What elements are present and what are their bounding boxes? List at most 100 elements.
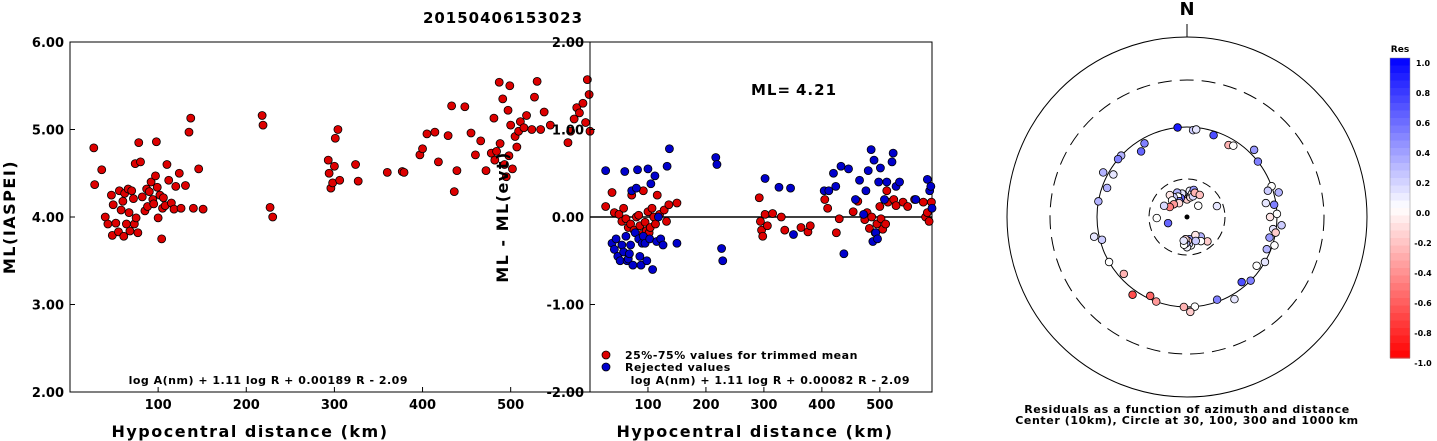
data-point [89,143,99,153]
residual-point [664,200,674,210]
residual-point [926,181,936,191]
polar-center-dot [1184,214,1190,220]
station-residual-point [1277,221,1286,230]
station-residual-point [1195,190,1204,200]
station-residual-point [1179,236,1188,245]
colorbar-cell [1390,193,1410,202]
residual-point [758,231,768,241]
colorbar-cell [1390,140,1410,149]
residual-point [882,177,892,187]
colorbar-tick-label: -1.0 [1414,359,1432,368]
colorbar-cell [1390,238,1410,247]
residual-point [601,166,611,176]
colorbar-cell [1390,275,1410,284]
y-tick-label: 1.00 [552,124,584,139]
station-residual-point [1136,147,1146,156]
data-point [545,120,555,130]
data-point [536,125,546,134]
data-point [131,213,141,223]
data-point [330,133,340,143]
left-y-axis-label: ML(IASPEI) [0,160,19,274]
residual-point [895,177,904,187]
legend-label-rejected: Rejected values [625,361,731,374]
residual-point [875,202,885,211]
colorbar-cell [1390,80,1410,89]
colorbar-cell [1390,125,1410,134]
data-point [119,231,129,241]
data-point [519,123,529,133]
data-point [466,128,476,138]
data-point [460,102,470,112]
station-residual-point [1179,302,1189,312]
residual-point [762,221,772,231]
station-residual-point [1191,125,1201,134]
data-point [324,168,334,178]
residual-point [839,249,849,259]
data-point [418,144,427,154]
data-point [563,138,573,148]
data-point [151,171,160,181]
left-x-axis-label: Hypocentral distance (km) [111,422,388,441]
station-residual-point [1272,209,1282,219]
residual-point [776,212,786,222]
residual-point [786,183,795,193]
residual-point [635,251,645,261]
residual-point [888,148,898,158]
residual-point [903,202,913,211]
data-point [500,160,509,169]
residual-point [874,177,884,187]
y-tick-label: 6.00 [32,36,64,51]
x-tick-label: 200 [233,398,260,413]
colorbar-tick-label: 1.0 [1416,59,1431,68]
data-point [532,76,542,86]
data-point [335,175,345,185]
data-point [504,151,514,161]
polar-caption-line1: Residuals as a function of azimuth and d… [1024,403,1350,416]
colorbar-cell [1390,118,1410,127]
residual-point [756,216,765,226]
data-point [449,187,459,197]
station-residual-point [1152,297,1161,306]
data-point [124,208,134,218]
data-point [530,92,539,102]
middle-panel: 100 200 300 400 500 2.00 1.00 0.00 -1.00 -2.00 H… [493,36,937,441]
data-point [116,205,126,215]
residual-point [844,164,853,174]
station-residual-point [1191,236,1200,246]
data-point [566,126,576,136]
data-point [422,129,432,139]
colorbar-cell [1390,268,1410,277]
left-panel: 100 200 300 400 500 6.00 5.00 4.00 3.00 2.00 Hyp… [0,36,595,441]
middle-formula: log A(nm) + 1.11 log R + 0.00082 R - 2.0… [631,374,910,387]
data-point [494,77,504,87]
residual-point [918,197,928,207]
data-point [151,137,161,147]
station-residual-point [1274,188,1283,197]
legend-marker-rejected [601,362,611,372]
data-point [582,75,592,85]
residual-point [927,203,937,213]
residual-point [650,171,660,181]
x-tick-label: 300 [321,398,348,413]
residual-point [718,256,728,266]
residual-point [869,155,879,165]
polar-panel: N Residuals as a function of azimuth and… [1006,0,1368,427]
data-point [265,202,275,212]
colorbar-cell [1390,73,1410,82]
residual-point [861,186,871,196]
data-point [118,196,128,206]
residual-point [631,183,641,193]
data-point [578,98,588,108]
colorbar-cell [1390,133,1410,142]
ml-label: ML= [751,81,791,99]
data-point [399,167,409,177]
colorbar-cell [1390,335,1410,344]
residual-point [887,157,897,167]
data-point [508,164,517,174]
data-point [162,160,172,169]
data-point [353,176,363,186]
data-point [430,127,440,137]
residual-point [712,160,722,169]
colorbar-cell [1390,223,1410,232]
residual-point [911,195,921,204]
